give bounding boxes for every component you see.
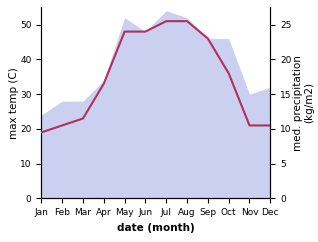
Y-axis label: med. precipitation
(kg/m2): med. precipitation (kg/m2) xyxy=(293,55,315,151)
Y-axis label: max temp (C): max temp (C) xyxy=(9,67,19,139)
X-axis label: date (month): date (month) xyxy=(117,223,195,233)
